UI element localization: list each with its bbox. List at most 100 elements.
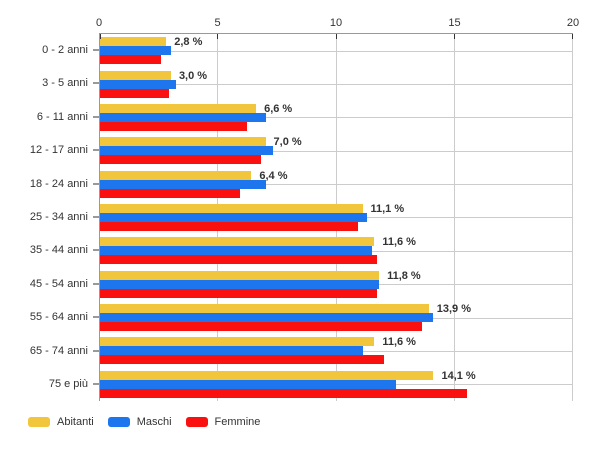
- value-label: 11,6 %: [382, 336, 416, 349]
- category-label: 18 - 24 anni: [29, 177, 88, 190]
- category-grid-line: [100, 184, 573, 186]
- bar-abitanti: [100, 203, 363, 213]
- bar-maschi: [100, 79, 176, 89]
- bar-maschi: [100, 46, 171, 56]
- bar-group-row: 11,6 %: [100, 234, 573, 267]
- category-label: 45 - 54 anni: [29, 277, 88, 290]
- value-label: 11,6 %: [382, 236, 416, 249]
- legend-swatch-icon: [185, 417, 208, 427]
- x-axis-tick-mark: [100, 34, 101, 39]
- category-label: 0 - 2 anni: [42, 43, 88, 56]
- legend-swatch-icon: [107, 417, 130, 427]
- bar-maschi: [100, 313, 434, 323]
- bar-femmine: [100, 155, 261, 165]
- category-grid-line: [100, 150, 573, 152]
- value-label: 13,9 %: [436, 303, 471, 316]
- bar-group-row: 13,9 %: [100, 301, 573, 334]
- y-axis-tick-mark: [93, 249, 99, 251]
- category-label: 75 e più: [48, 378, 88, 391]
- x-axis-tick-mark: [572, 34, 573, 39]
- bar-maschi: [100, 112, 266, 122]
- value-label: 3,0 %: [178, 69, 208, 82]
- bar-abitanti: [100, 137, 266, 147]
- value-label: 2,8 %: [174, 36, 203, 49]
- bar-group-row: 11,8 %: [100, 268, 573, 301]
- x-axis-tick-label: 0: [95, 17, 103, 29]
- bar-group-row: 11,6 %: [100, 334, 573, 367]
- bar-maschi: [100, 379, 396, 389]
- category-label: 6 - 11 anni: [36, 110, 88, 123]
- bar-abitanti: [100, 337, 375, 347]
- x-axis-tick-label: 20: [566, 17, 580, 29]
- category-grid-line: [100, 50, 573, 52]
- x-axis-tick-mark: [453, 34, 455, 39]
- bar-abitanti: [100, 370, 434, 380]
- x-axis-tick-mark: [217, 34, 219, 39]
- y-axis-tick-mark: [93, 116, 99, 118]
- y-axis-tick-mark: [93, 216, 99, 218]
- value-label: 11,8 %: [387, 269, 421, 282]
- x-axis-tick-mark: [335, 34, 337, 39]
- legend: Abitanti Maschi Femmine: [28, 416, 274, 428]
- bar-group-row: 7,0 %: [100, 134, 573, 167]
- bar-maschi: [100, 212, 368, 222]
- bar-abitanti: [100, 170, 252, 180]
- y-axis-tick-mark: [93, 149, 99, 151]
- category-label: 25 - 34 anni: [29, 210, 88, 223]
- x-axis-tick-label: 5: [214, 17, 221, 29]
- plot-area: 2,8 % 3,0 % 6,6 % 7,0 % 6,4 % 11,1 % 11,6 % 11,…: [99, 33, 573, 401]
- bar-femmine: [100, 121, 247, 131]
- bar-femmine: [100, 88, 169, 98]
- y-axis-labels: 0 - 2 anni 3 - 5 anni 6 - 11 anni 12 - 17 a…: [0, 33, 88, 401]
- category-grid-line: [100, 84, 573, 86]
- bar-group-row: 3,0 %: [100, 67, 573, 100]
- bar-abitanti: [100, 270, 380, 280]
- legend-swatch-icon: [28, 417, 50, 427]
- legend-item-femmine[interactable]: Femmine: [185, 416, 261, 428]
- bar-group-row: 2,8 %: [100, 34, 573, 67]
- legend-label: Femmine: [214, 416, 261, 428]
- bar-femmine: [100, 322, 422, 332]
- bar-maschi: [100, 279, 380, 289]
- bar-femmine: [100, 388, 467, 398]
- bar-abitanti: [100, 237, 375, 247]
- y-axis-tick-mark: [93, 49, 99, 51]
- legend-item-maschi[interactable]: Maschi: [107, 416, 172, 428]
- bar-abitanti: [100, 304, 429, 314]
- category-grid-line: [100, 117, 573, 119]
- value-label: 14,1 %: [441, 369, 476, 382]
- legend-item-abitanti[interactable]: Abitanti: [28, 416, 94, 428]
- bar-abitanti: [100, 70, 171, 80]
- bar-maschi: [100, 346, 363, 356]
- bar-group-row: 11,1 %: [100, 201, 573, 234]
- category-label: 55 - 64 anni: [29, 311, 88, 324]
- category-label: 35 - 44 anni: [29, 244, 88, 257]
- bar-femmine: [100, 288, 377, 298]
- y-axis-tick-mark: [93, 350, 99, 352]
- category-label: 3 - 5 anni: [42, 77, 88, 90]
- value-label: 6,6 %: [264, 102, 293, 115]
- bar-group-row: 6,4 %: [100, 167, 573, 200]
- category-label: 12 - 17 anni: [29, 144, 88, 157]
- category-label: 65 - 74 anni: [29, 344, 88, 357]
- bar-femmine: [100, 55, 162, 65]
- bar-maschi: [100, 246, 372, 256]
- bar-maschi: [100, 179, 266, 189]
- x-axis: 0 5 10 15 20: [95, 17, 579, 31]
- bar-femmine: [100, 221, 358, 231]
- bar-femmine: [100, 188, 240, 198]
- value-label: 6,4 %: [259, 169, 288, 182]
- bar-group-row: 6,6 %: [100, 101, 573, 134]
- bar-abitanti: [100, 37, 167, 47]
- bar-maschi: [100, 146, 273, 156]
- legend-label: Abitanti: [57, 416, 94, 428]
- bar-femmine: [100, 255, 377, 265]
- bar-group-row: 14,1 %: [100, 368, 573, 401]
- x-axis-tick-label: 15: [448, 17, 461, 29]
- x-axis-tick-label: 10: [329, 17, 343, 29]
- legend-label: Maschi: [136, 416, 172, 428]
- bar-abitanti: [100, 103, 257, 113]
- y-axis-tick-mark: [93, 82, 99, 84]
- y-axis-tick-mark: [93, 316, 99, 318]
